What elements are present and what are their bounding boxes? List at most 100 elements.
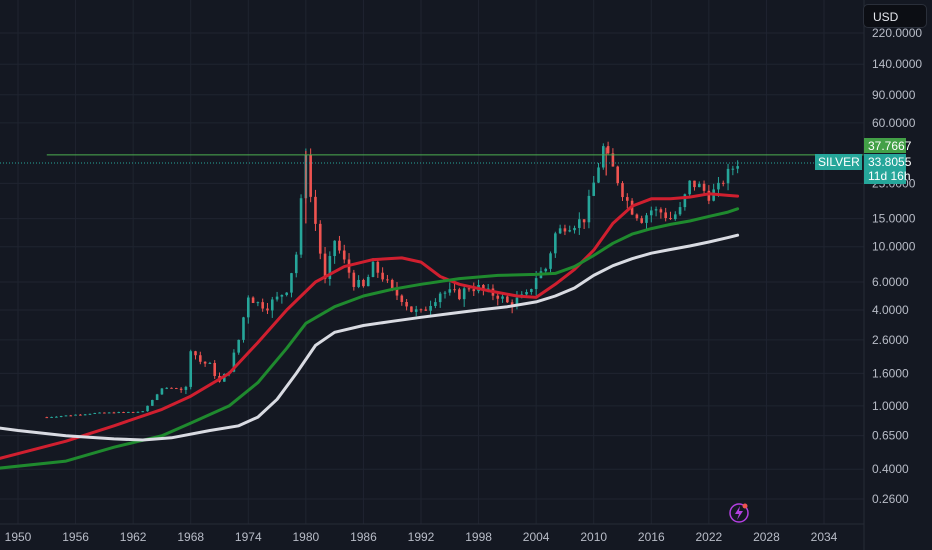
symbol-tag[interactable]: SILVER	[815, 154, 862, 170]
candle	[376, 260, 380, 278]
y-tick-label: 0.2600	[872, 492, 909, 506]
moving-averages	[0, 192, 740, 470]
candle	[107, 412, 111, 414]
candle	[649, 206, 653, 223]
candle	[587, 189, 591, 229]
candle	[208, 361, 212, 364]
candle	[246, 295, 250, 324]
candle	[122, 411, 125, 414]
candle	[563, 224, 567, 236]
time-axis[interactable]: 1950 1956 1962 1968 1974 1980 1986 1992 1998 2004…	[5, 530, 838, 544]
x-tick-label: 1986	[350, 530, 377, 544]
y-tick-label: 0.6500	[872, 429, 909, 443]
candle	[275, 291, 279, 302]
candle	[554, 231, 557, 258]
svg-text:33.8055: 33.8055	[868, 155, 912, 169]
currency-button[interactable]: USD	[863, 4, 927, 28]
candle	[669, 211, 672, 220]
candle	[328, 251, 332, 286]
candle-series	[45, 141, 739, 419]
candle	[98, 412, 101, 414]
candle	[625, 193, 629, 209]
candle	[606, 141, 610, 155]
x-tick-label: 1950	[5, 530, 32, 544]
candle	[678, 202, 682, 216]
candle	[280, 294, 284, 304]
candle	[462, 284, 466, 307]
candle	[170, 387, 173, 389]
candle	[318, 220, 322, 260]
x-tick-label: 1992	[408, 530, 435, 544]
x-tick-label: 2028	[753, 530, 780, 544]
candle	[333, 240, 336, 264]
x-tick-label: 2016	[638, 530, 665, 544]
candle	[443, 290, 447, 299]
x-tick-label: 1962	[120, 530, 147, 544]
candle	[112, 411, 116, 414]
candle	[141, 410, 145, 413]
candle	[381, 267, 384, 282]
candle	[50, 416, 53, 418]
candle	[261, 298, 264, 312]
lightning-bolt-icon[interactable]	[729, 503, 749, 523]
x-tick-label: 1980	[293, 530, 320, 544]
candle	[688, 180, 691, 198]
candle	[362, 278, 365, 288]
svg-text:SILVER: SILVER	[818, 155, 860, 169]
candle	[59, 415, 63, 418]
candle	[558, 224, 562, 235]
candle	[299, 194, 303, 258]
y-tick-label: 4.0000	[872, 303, 909, 317]
candle	[79, 414, 82, 416]
y-tick-label: 90.0000	[872, 88, 916, 102]
candle	[573, 225, 576, 234]
y-tick-label: 15.0000	[872, 212, 916, 226]
candle	[64, 415, 68, 417]
candle	[131, 411, 135, 413]
candle	[136, 411, 140, 413]
candle	[414, 305, 418, 317]
x-tick-label: 1968	[177, 530, 204, 544]
x-tick-label: 1974	[235, 530, 262, 544]
candle	[290, 272, 293, 298]
candle	[165, 387, 169, 390]
candle	[371, 258, 375, 278]
candle	[697, 181, 701, 188]
candle	[45, 416, 49, 419]
y-tick-label: 2.6000	[872, 333, 909, 347]
candle	[189, 349, 193, 390]
candle	[338, 235, 341, 254]
candle	[578, 212, 581, 235]
candle	[721, 180, 725, 187]
candle	[213, 360, 217, 379]
x-tick-label: 1956	[62, 530, 89, 544]
candle	[184, 385, 188, 395]
candle	[256, 301, 260, 307]
candle	[270, 296, 274, 318]
candle	[726, 163, 730, 191]
y-tick-label: 0.4000	[872, 462, 909, 476]
moving-average-line-3	[0, 233, 740, 442]
y-tick-label: 1.0000	[872, 399, 909, 413]
candle	[266, 303, 269, 314]
x-tick-label: 1998	[465, 530, 492, 544]
candle	[386, 274, 389, 284]
y-tick-label: 60.0000	[872, 116, 916, 130]
candle	[342, 244, 346, 264]
candle	[175, 387, 178, 390]
candle	[83, 414, 87, 416]
x-tick-label: 2010	[580, 530, 607, 544]
candle	[438, 291, 442, 308]
candle	[93, 412, 97, 414]
candle	[352, 269, 356, 291]
svg-text:37.7667: 37.7667	[868, 139, 912, 153]
candle	[434, 298, 437, 309]
candle	[242, 316, 245, 343]
candle	[294, 251, 298, 278]
candle	[611, 148, 615, 167]
price-axis[interactable]: 220.0000140.000090.000060.000025.000015.…	[872, 26, 922, 506]
candle	[472, 282, 476, 297]
svg-text:11d 16h: 11d 16h	[868, 169, 911, 183]
candle	[179, 387, 183, 393]
